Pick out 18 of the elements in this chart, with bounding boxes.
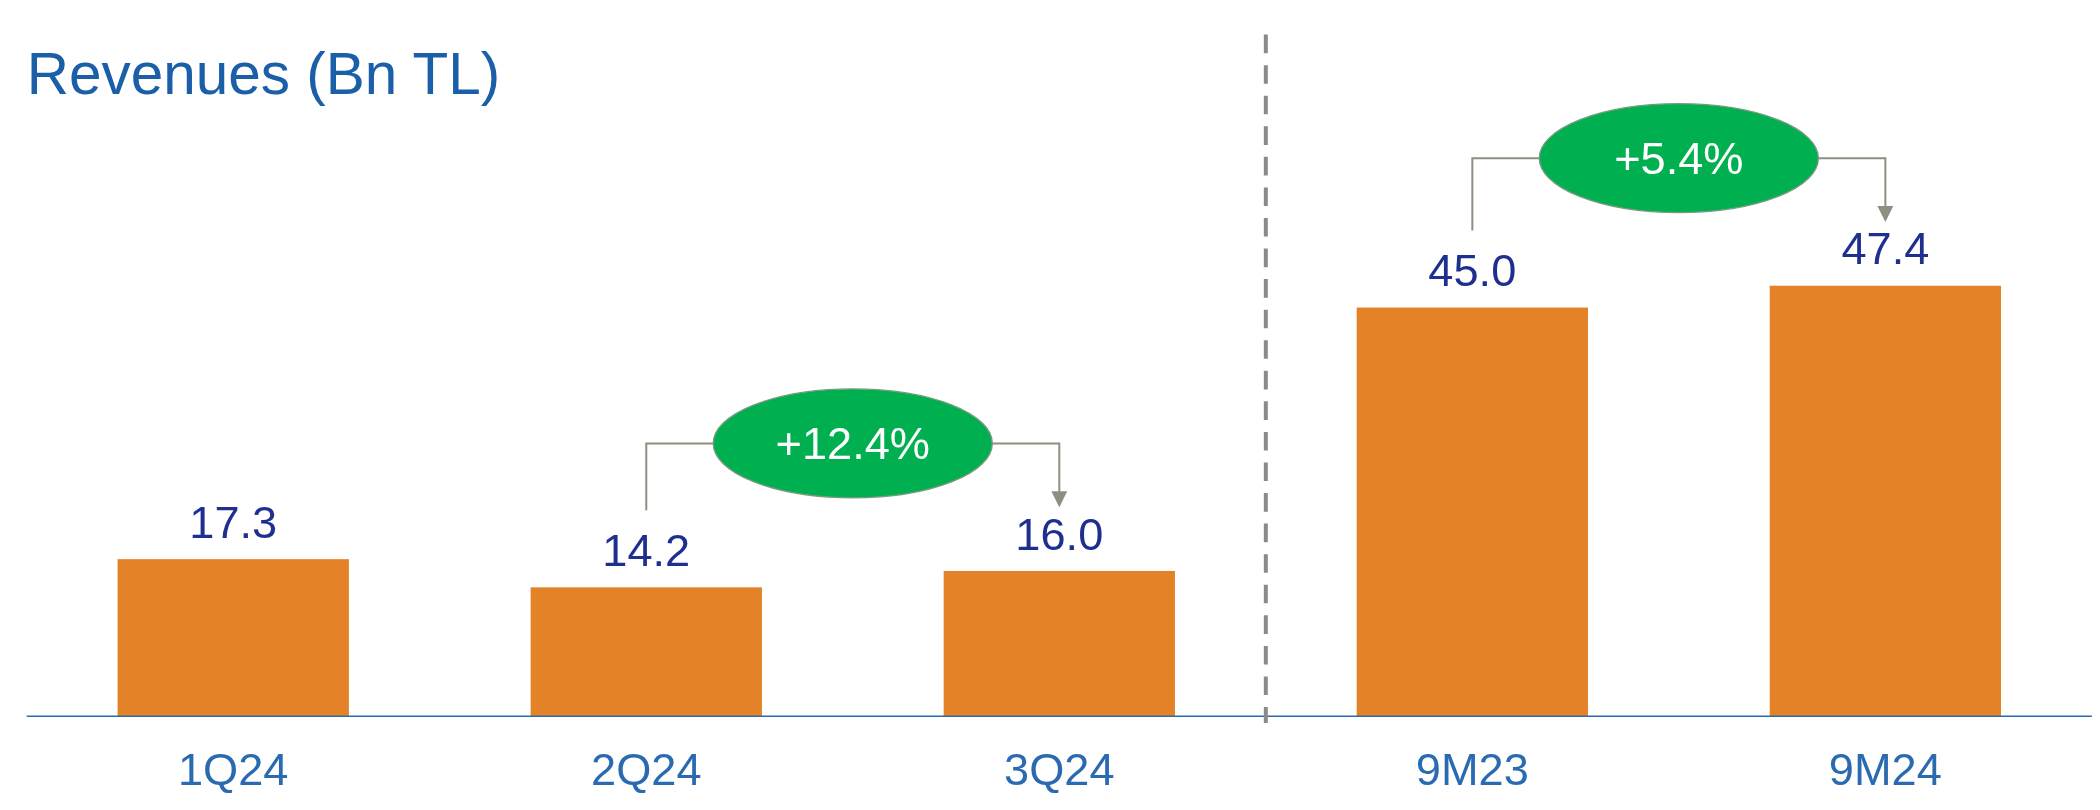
bar: [117, 559, 349, 717]
bar: [1356, 307, 1588, 717]
data-label: 16.0: [1015, 508, 1104, 560]
annotation: +12.4%: [775, 418, 931, 470]
chart-title: Revenues (Bn TL): [26, 41, 501, 107]
x-tick-label: 3Q24: [1004, 744, 1115, 796]
data-label: 14.2: [602, 525, 691, 577]
bar: [530, 587, 762, 717]
x-tick-label: 1Q24: [177, 744, 289, 796]
x-tick-label: 9M23: [1415, 744, 1529, 796]
text: +5.4%: [1614, 133, 1744, 185]
bar: [1769, 285, 2002, 717]
data-label: 47.4: [1841, 223, 1930, 275]
data-label: 17.3: [189, 496, 278, 548]
bar: [943, 570, 1175, 717]
x-tick-label: 9M24: [1828, 744, 1942, 796]
x-tick-label: 2Q24: [591, 744, 702, 796]
data-label: 45.0: [1428, 245, 1517, 297]
